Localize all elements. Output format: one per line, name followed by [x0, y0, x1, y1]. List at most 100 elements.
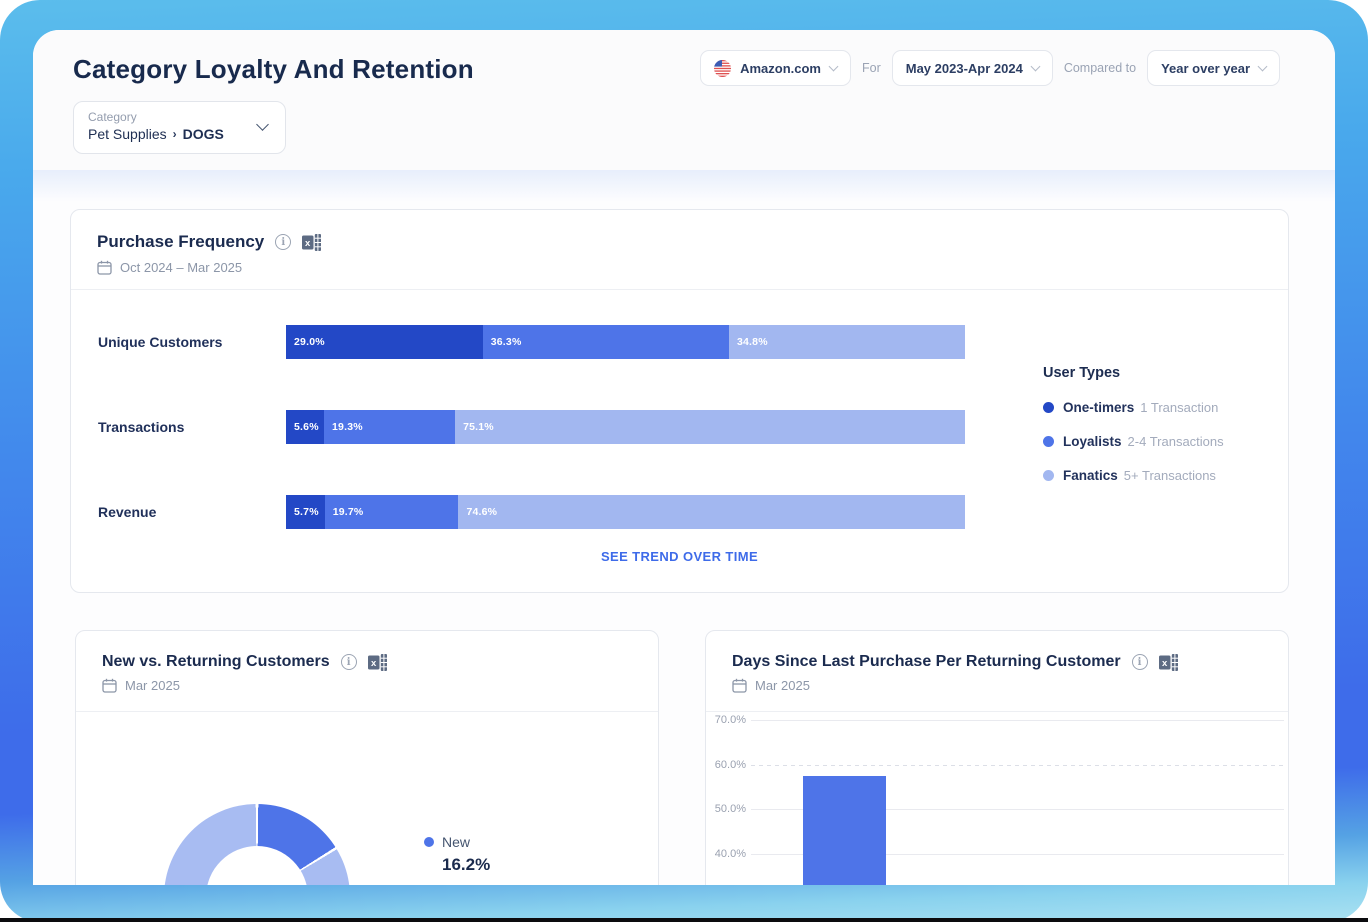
bar-segment: 34.8% [728, 325, 965, 359]
header-controls: Amazon.com For May 2023-Apr 2024 Compare… [700, 50, 1280, 86]
bar-segment: 19.7% [324, 495, 459, 529]
bar-segment: 75.1% [455, 410, 965, 444]
pf-row: Revenue 5.7% 19.7% 74.6% [71, 495, 1288, 529]
bar-segment: 5.6% [286, 410, 325, 444]
legend-dot [1043, 402, 1054, 413]
svg-text:x: x [305, 238, 311, 249]
category-selector-value: Pet Supplies › DOGS [88, 126, 271, 142]
us-flag-icon [714, 59, 732, 77]
excel-export-icon[interactable]: x [367, 653, 387, 671]
legend-desc: 1 Transaction [1140, 400, 1219, 415]
chevron-down-icon [828, 61, 839, 71]
bar-segment: 5.7% [286, 495, 325, 529]
info-icon[interactable]: i [340, 654, 357, 670]
comparison-selector[interactable]: Year over year [1147, 50, 1280, 86]
svg-text:x: x [1162, 658, 1168, 669]
card-divider [706, 711, 1288, 712]
days-since-header: Days Since Last Purchase Per Returning C… [706, 631, 1288, 693]
legend-dot [1043, 436, 1054, 447]
purchase-frequency-card: Purchase Frequency i x [70, 209, 1289, 593]
purchase-frequency-header: Purchase Frequency i x [71, 210, 1288, 275]
bar-segment: 29.0% [286, 325, 483, 359]
stacked-bar: 5.6% 19.3% 75.1% [286, 410, 965, 444]
market-selector-value: Amazon.com [740, 60, 821, 76]
card-divider [76, 711, 658, 712]
compared-to-label: Compared to [1063, 61, 1137, 75]
user-types-legend: User Types One-timers 1 Transaction Loyali… [1043, 365, 1224, 483]
stacked-bar: 5.7% 19.7% 74.6% [286, 495, 965, 529]
page-title: Category Loyalty And Retention [73, 54, 474, 84]
category-child: DOGS [182, 126, 224, 142]
period-selector[interactable]: May 2023-Apr 2024 [891, 50, 1053, 86]
see-trend-over-time-link[interactable]: SEE TREND OVER TIME [600, 549, 759, 564]
calendar-icon [97, 260, 112, 275]
card-date-range: Mar 2025 [125, 678, 180, 693]
y-axis-tick-label: 60.0% [714, 758, 746, 771]
pf-row-label: Unique Customers [98, 334, 223, 350]
stacked-bar: 29.0% 36.3% 34.8% [286, 325, 965, 359]
gridline [751, 720, 1284, 721]
svg-text:x: x [371, 658, 377, 669]
days-since-last-purchase-card: Days Since Last Purchase Per Returning C… [705, 630, 1289, 885]
legend-name: Loyalists [1063, 434, 1122, 449]
y-axis-tick-label: 50.0% [714, 803, 746, 815]
legend-name: New [442, 834, 471, 850]
card-title: New vs. Returning Customers [102, 653, 330, 670]
gridline [751, 853, 1284, 855]
bar-segment: 74.6% [458, 495, 965, 529]
days-since-bar-chart: 70.0% 60.0% 50.0% 40.0% [706, 711, 1288, 885]
calendar-icon [102, 678, 117, 693]
new-vs-returning-header: New vs. Returning Customers i x [76, 631, 658, 693]
donut-legend: New 16.2% [424, 834, 490, 875]
category-selector-label: Category [88, 110, 137, 124]
legend-item: One-timers 1 Transaction [1043, 400, 1224, 415]
legend-desc: 5+ Transactions [1123, 468, 1216, 483]
y-axis-tick-label: 70.0% [714, 714, 746, 726]
new-vs-returning-donut-chart [164, 804, 350, 885]
calendar-icon [732, 678, 747, 693]
bar-segment: 19.3% [324, 410, 456, 444]
pf-row: Unique Customers 29.0% 36.3% 34.8% [71, 325, 1288, 359]
card-date-range: Mar 2025 [755, 678, 810, 693]
card-title: Days Since Last Purchase Per Returning C… [732, 653, 1121, 670]
bar-segment: 36.3% [482, 325, 729, 359]
header-fade-band [33, 170, 1335, 202]
bar [803, 775, 886, 885]
legend-name: Fanatics [1063, 468, 1118, 483]
excel-export-icon[interactable]: x [302, 233, 322, 251]
legend-item: Loyalists 2-4 Transactions [1043, 434, 1224, 449]
new-vs-returning-card: New vs. Returning Customers i x [75, 630, 659, 885]
pf-row-label: Transactions [98, 419, 185, 435]
gridline [751, 764, 1284, 766]
pf-row: Transactions 5.6% 19.3% 75.1% [71, 410, 1288, 444]
legend-desc: 2-4 Transactions [1127, 434, 1224, 449]
pf-row-label: Revenue [98, 504, 157, 520]
comparison-selector-value: Year over year [1161, 60, 1250, 76]
card-date-range: Oct 2024 – Mar 2025 [120, 260, 243, 275]
info-icon[interactable]: i [1131, 654, 1148, 670]
card-divider [71, 289, 1288, 290]
chevron-down-icon [1257, 61, 1268, 71]
excel-export-icon[interactable]: x [1158, 653, 1178, 671]
screen-bottom-edge [0, 918, 1368, 922]
legend-dot [424, 837, 434, 847]
breadcrumb-separator: › [172, 127, 177, 141]
y-axis-tick-label: 40.0% [714, 847, 746, 860]
info-icon[interactable]: i [275, 234, 292, 250]
legend-dot [1043, 470, 1054, 481]
legend-name: One-timers [1063, 400, 1135, 415]
market-selector[interactable]: Amazon.com [700, 50, 851, 86]
chevron-down-icon [1030, 61, 1041, 71]
dashboard-page: Category Loyalty And Retention Amazon.co… [33, 30, 1335, 885]
period-selector-value: May 2023-Apr 2024 [905, 60, 1023, 76]
legend-item: Fanatics 5+ Transactions [1043, 468, 1224, 483]
category-parent: Pet Supplies [88, 126, 167, 142]
card-title: Purchase Frequency [97, 232, 265, 251]
legend-value: 16.2% [442, 855, 491, 874]
gridline [751, 809, 1284, 810]
for-label: For [862, 61, 881, 75]
pf-legend-items: One-timers 1 Transaction Loyalists 2-4 Tran… [1043, 400, 1224, 483]
pf-rows: Unique Customers 29.0% 36.3% 34.8% Transacti… [71, 289, 1288, 529]
category-selector[interactable]: Category Pet Supplies › DOGS [73, 101, 286, 154]
legend-title: User Types [1043, 365, 1121, 381]
